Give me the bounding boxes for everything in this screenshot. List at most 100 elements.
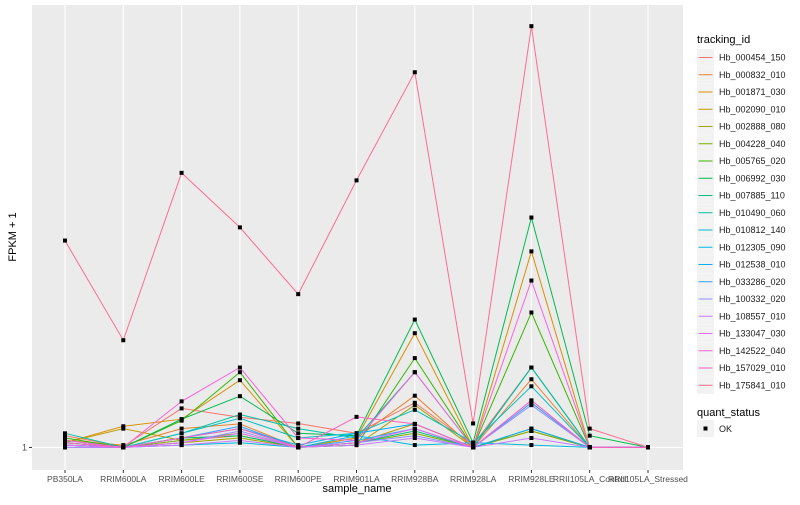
data-point	[354, 436, 359, 441]
shape-legend-label: OK	[719, 424, 732, 434]
legend-label: Hb_142522_040	[719, 346, 786, 356]
data-point	[412, 70, 417, 75]
legend-label: Hb_100332_020	[719, 294, 786, 304]
legend-label: Hb_033286_020	[719, 277, 786, 287]
data-point	[529, 365, 534, 370]
legend-label: Hb_012538_010	[719, 260, 786, 270]
legend-label: Hb_175841_010	[719, 380, 786, 390]
data-point	[63, 433, 67, 438]
data-point	[354, 178, 359, 183]
grid	[32, 5, 683, 470]
data-point	[237, 438, 242, 443]
square-point-icon	[703, 426, 708, 431]
legend-label: Hb_012305_090	[719, 242, 786, 252]
data-point	[412, 431, 417, 436]
data-point	[529, 310, 534, 315]
data-point	[412, 317, 417, 322]
legend-label: Hb_006992_030	[719, 173, 786, 183]
x-tick-label: RRIM600PE	[275, 474, 323, 484]
data-point	[354, 438, 359, 443]
data-point	[63, 438, 67, 443]
legend-label: Hb_010490_060	[719, 208, 786, 218]
legend: tracking_id Hb_000454_150 Hb_000832_010 Hb…	[697, 34, 786, 437]
y-tick-label: 1	[22, 442, 27, 452]
data-point	[296, 292, 301, 297]
data-point	[529, 426, 534, 431]
data-point	[354, 440, 359, 445]
legend-label: Hb_000832_010	[719, 70, 786, 80]
data-point	[237, 431, 242, 436]
data-point	[529, 24, 534, 29]
data-point	[237, 225, 242, 230]
data-point	[529, 428, 534, 433]
data-point	[296, 436, 301, 441]
data-point	[529, 249, 534, 254]
legend-label: Hb_007885_110	[719, 191, 785, 201]
data-point	[179, 417, 184, 422]
y-axis: 1	[22, 442, 32, 452]
data-point	[237, 428, 242, 433]
legend-label: Hb_133047_030	[719, 329, 786, 339]
data-point	[354, 414, 359, 419]
legend-label: Hb_005765_020	[719, 156, 786, 166]
data-point	[63, 238, 67, 243]
data-point	[237, 416, 242, 421]
data-point	[63, 436, 67, 441]
legend-label: Hb_010812_140	[719, 225, 786, 235]
data-point	[179, 440, 184, 445]
data-point	[412, 356, 417, 361]
data-point	[529, 377, 534, 382]
data-point	[179, 438, 184, 443]
data-point	[179, 436, 184, 441]
data-point	[237, 365, 242, 370]
data-point	[179, 399, 184, 404]
data-point	[121, 424, 126, 429]
data-point	[412, 370, 417, 375]
data-point	[471, 443, 476, 448]
data-point	[296, 426, 301, 431]
data-point	[63, 431, 67, 436]
data-point	[529, 436, 534, 441]
data-point	[412, 331, 417, 336]
x-tick-label: RRIM928LE	[508, 474, 555, 484]
data-point	[529, 215, 534, 220]
data-point	[412, 443, 417, 448]
data-point	[587, 445, 592, 450]
y-axis-title: FPKM + 1	[7, 212, 19, 261]
data-point	[237, 424, 242, 429]
data-point	[529, 400, 534, 405]
data-point	[179, 431, 184, 436]
x-tick-label: RRIM600LE	[158, 474, 205, 484]
data-point	[237, 426, 242, 431]
data-point	[237, 412, 242, 417]
data-point	[354, 433, 359, 438]
data-point	[121, 338, 126, 343]
legend-label: Hb_000454_150	[719, 53, 786, 63]
x-tick-label: RRIM928BA	[391, 474, 439, 484]
x-tick-label: RRIM600LA	[100, 474, 147, 484]
plot-panel	[32, 5, 683, 470]
data-point	[121, 443, 126, 448]
x-axis-title: sample_name	[322, 483, 391, 495]
data-point	[63, 443, 67, 448]
data-point	[237, 436, 242, 441]
data-point	[412, 433, 417, 438]
x-tick-label: RRII105LA_Stressed	[608, 474, 688, 484]
shape-legend-title: quant_status	[697, 407, 760, 419]
data-point	[529, 278, 534, 283]
data-point	[412, 426, 417, 431]
data-point	[587, 433, 592, 438]
data-point	[237, 370, 242, 375]
data-point	[179, 426, 184, 431]
data-point	[296, 421, 301, 426]
data-point	[529, 384, 534, 389]
x-tick-label: RRII105LA_Control	[553, 474, 627, 484]
data-point	[179, 406, 184, 411]
data-point	[237, 378, 242, 383]
data-point	[121, 445, 126, 450]
data-point	[412, 403, 417, 408]
x-axis: PB350LA RRIM600LA RRIM600LE RRIM600SE RRIM60…	[47, 470, 688, 484]
data-point	[354, 431, 359, 436]
legend-title: tracking_id	[697, 34, 750, 46]
x-tick-label: RRIM928LA	[450, 474, 497, 484]
